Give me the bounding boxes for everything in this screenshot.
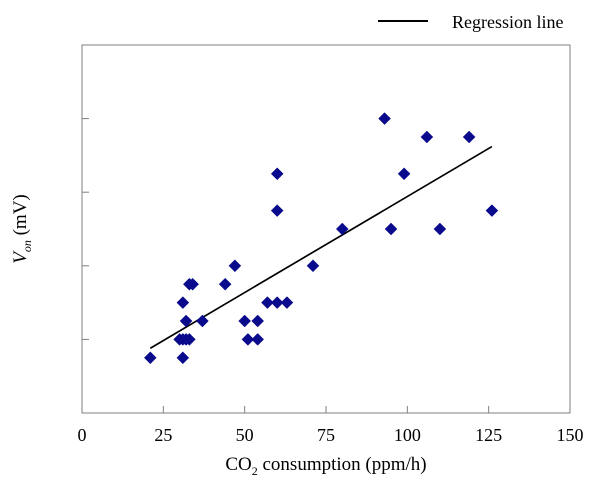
scatter-point [397,167,411,181]
scatter-point [179,314,193,328]
scatter-point [228,259,242,273]
y-axis-label-suffix: (mV) [10,194,31,240]
x-tick-label: 75 [317,425,335,445]
scatter-point [241,333,255,346]
scatter-point [196,314,209,328]
regression-line-group [149,145,493,349]
y-axis-label-main: V [10,250,31,264]
scatter-point [378,112,391,125]
y-axis-label: Von (mV) [10,194,34,264]
scatter-point [270,296,284,309]
x-tick-label: 125 [475,425,502,445]
x-tick-label: 0 [78,425,87,445]
legend-label: Regression line [452,12,563,32]
y-axis-ticks [82,118,89,340]
scatter-point [462,130,476,144]
scatter-point [270,204,284,217]
scatter-point [384,222,398,236]
scatter-point [420,130,434,144]
scatter-point [183,333,196,346]
x-axis-label-suffix: consumption (ppm/h) [258,454,427,475]
scatter-point [176,296,190,309]
scatter-point [306,259,320,273]
x-axis-label-prefix: CO [225,454,251,475]
scatter-point [270,167,284,181]
x-axis-label: CO2 consumption (ppm/h) [225,454,426,478]
y-axis-label-subscript: on [20,240,34,252]
x-tick-label: 50 [236,425,254,445]
legend: Regression line [378,12,563,32]
x-axis-label-subscript: 2 [252,464,258,478]
scatter-point [186,277,199,291]
scatter-point [280,296,294,309]
x-tick-label: 25 [154,425,172,445]
x-tick-label: 100 [394,425,421,445]
scatter-point [238,314,252,328]
scatter-point [261,296,274,309]
scatter-point [335,222,349,236]
scatter-point [218,277,232,291]
scatter-point [251,314,265,328]
scatter-points [143,112,499,365]
scatter-point [251,333,265,346]
x-tick-label: 150 [557,425,584,445]
scatter-point [433,222,447,236]
regression-line [149,145,493,349]
x-axis-ticks: 0 25 50 75 100 125 150 [78,406,584,445]
scatter-point [143,351,157,365]
scatter-point [485,204,499,217]
scatter-point [176,351,190,365]
